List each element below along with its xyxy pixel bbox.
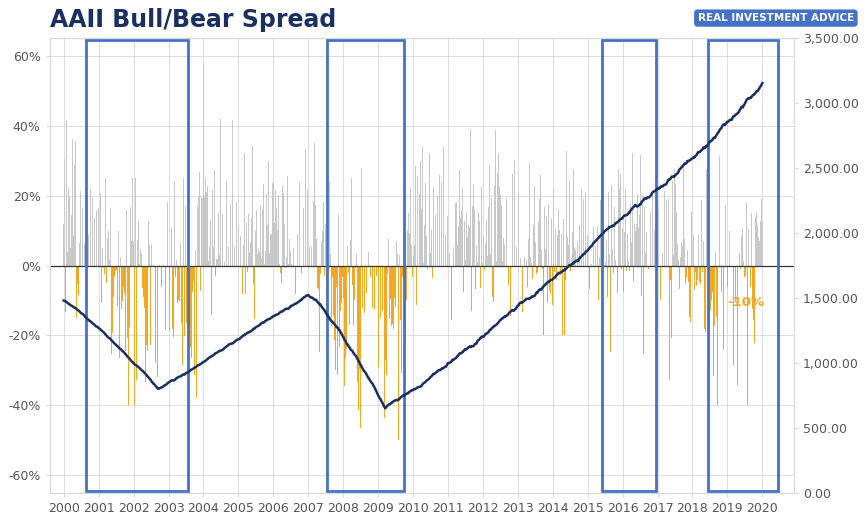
Bar	[708, 40, 778, 491]
Text: REAL INVESTMENT ADVICE: REAL INVESTMENT ADVICE	[698, 13, 854, 23]
Bar	[87, 40, 188, 491]
Bar	[328, 40, 404, 491]
Text: -10%: -10%	[727, 295, 765, 309]
Text: AAII Bull/Bear Spread: AAII Bull/Bear Spread	[49, 8, 336, 32]
Bar	[602, 40, 655, 491]
